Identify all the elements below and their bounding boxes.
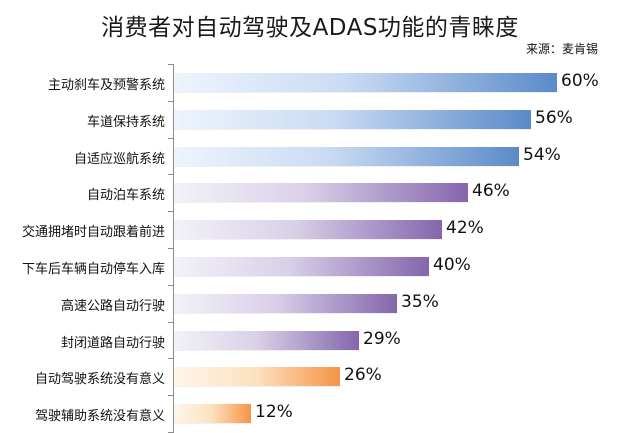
bar: [174, 404, 251, 423]
bar-row: 高速公路自动行驶 35%: [0, 285, 620, 322]
bar: [174, 183, 468, 202]
bar: [174, 147, 519, 166]
value-label: 42%: [446, 218, 484, 238]
value-label: 54%: [523, 145, 561, 165]
value-label: 26%: [344, 365, 382, 385]
y-axis-tick: [168, 211, 174, 212]
y-axis-tick: [168, 138, 174, 139]
category-label: 下车后车辆自动停车入库: [21, 262, 165, 277]
bar-row: 自动驾驶系统没有意义 26%: [0, 358, 620, 395]
bar-row: 封闭道路自动行驶 29%: [0, 322, 620, 359]
value-label: 29%: [363, 329, 401, 349]
category-label: 自动泊车系统: [86, 188, 165, 203]
category-label: 高速公路自动行驶: [60, 299, 165, 314]
bar-row: 交通拥堵时自动跟着前进 42%: [0, 211, 620, 248]
chart-title: 消费者对自动驾驶及ADAS功能的青睐度: [101, 15, 519, 41]
y-axis-tick: [168, 174, 174, 175]
y-axis-tick: [168, 285, 174, 286]
bar-row: 车道保持系统 56%: [0, 101, 620, 138]
y-axis-tick: [168, 248, 174, 249]
y-axis-tick: [168, 64, 174, 65]
category-label: 自适应巡航系统: [73, 152, 165, 167]
source-note: 来源：麦肯锡: [525, 42, 598, 56]
y-axis-tick: [168, 322, 174, 323]
value-label: 40%: [433, 255, 471, 275]
value-label: 56%: [535, 108, 573, 128]
value-label: 35%: [401, 292, 439, 312]
bar-row: 自动泊车系统 46%: [0, 174, 620, 211]
bar: [174, 110, 531, 129]
bar: [174, 367, 340, 386]
category-label: 封闭道路自动行驶: [60, 336, 165, 351]
bar: [174, 220, 442, 239]
category-label: 车道保持系统: [86, 115, 165, 130]
category-label: 驾驶辅助系统没有意义: [34, 409, 165, 424]
bar: [174, 73, 557, 92]
category-label: 主动刹车及预警系统: [47, 78, 165, 93]
bar-row: 自适应巡航系统 54%: [0, 138, 620, 175]
y-axis-tick: [168, 101, 174, 102]
value-label: 12%: [255, 402, 293, 422]
category-label: 交通拥堵时自动跟着前进: [21, 225, 165, 240]
y-axis-tick: [168, 358, 174, 359]
bar-row: 主动刹车及预警系统 60%: [0, 64, 620, 101]
value-label: 60%: [561, 71, 599, 91]
category-label: 自动驾驶系统没有意义: [34, 372, 165, 387]
value-label: 46%: [472, 181, 510, 201]
bar: [174, 294, 397, 313]
bar: [174, 257, 429, 276]
bar-row: 下车后车辆自动停车入库 40%: [0, 248, 620, 285]
bar: [174, 331, 359, 350]
y-axis-tick: [168, 395, 174, 396]
bar-row: 驾驶辅助系统没有意义 12%: [0, 395, 620, 432]
